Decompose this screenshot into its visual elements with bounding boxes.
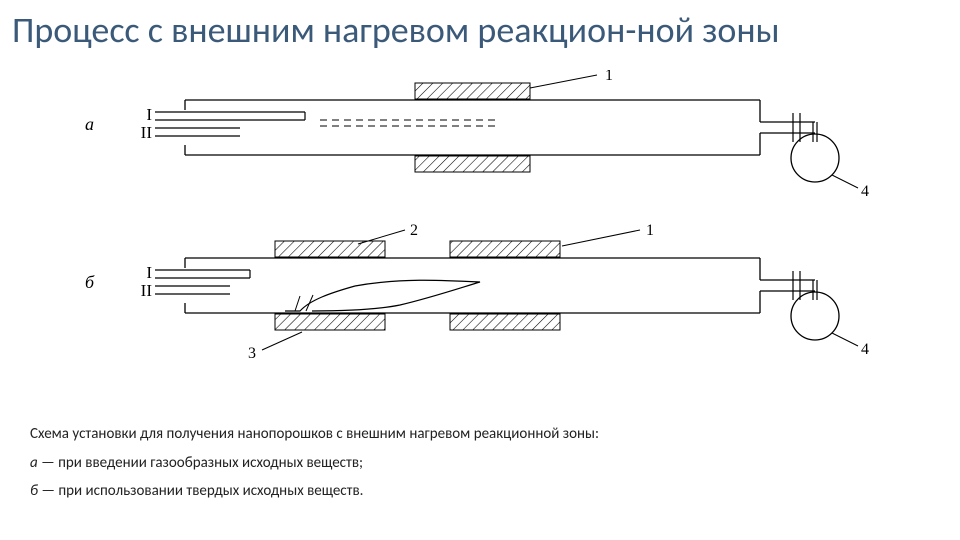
caption-line-3: б — при использовании твердых исходных в… [30, 477, 930, 506]
caption-rest-a: — при введении газообразных исходных вещ… [38, 454, 363, 472]
inlet-I-label-b: I [146, 263, 152, 282]
caption-line-2: а — при введении газообразных исходных в… [30, 449, 930, 478]
inlet-I-label: I [146, 105, 152, 124]
heater-bottom-left [275, 314, 385, 330]
heater-top-right [450, 241, 560, 257]
callout-3: 3 [248, 345, 256, 362]
collection-flask-b [791, 292, 839, 340]
solid-precursor [285, 280, 480, 311]
page-title: Процесс с внешним нагревом реакцион-ной … [0, 0, 960, 52]
callout-4b: 4 [861, 341, 869, 358]
schematic-diagram: а I II 1 [0, 70, 960, 390]
heater-bottom-right [450, 314, 560, 330]
inlet-II-label: II [141, 123, 153, 142]
collection-flask [791, 134, 839, 182]
panel-a-label: а [85, 114, 94, 134]
caption-rest-b: — при использовании твердых исходных вещ… [38, 482, 363, 500]
heater-bottom [415, 156, 530, 172]
heater-top-left [275, 241, 385, 257]
panel-b: б I II 2 1 3 [85, 222, 869, 362]
heater-top [415, 83, 530, 99]
caption: Схема установки для получения нанопорошк… [30, 420, 930, 506]
callout-4a: 4 [861, 183, 869, 200]
inlet-II-label-b: II [141, 281, 153, 300]
caption-line-1: Схема установки для получения нанопорошк… [30, 420, 930, 449]
caption-italic-a: а [30, 454, 38, 472]
callout-1: 1 [605, 70, 613, 84]
callout-2: 2 [410, 222, 418, 239]
callout-1b: 1 [646, 222, 654, 239]
panel-b-label: б [85, 272, 95, 292]
caption-italic-b: б [30, 482, 38, 500]
panel-a: а I II 1 [85, 70, 869, 200]
